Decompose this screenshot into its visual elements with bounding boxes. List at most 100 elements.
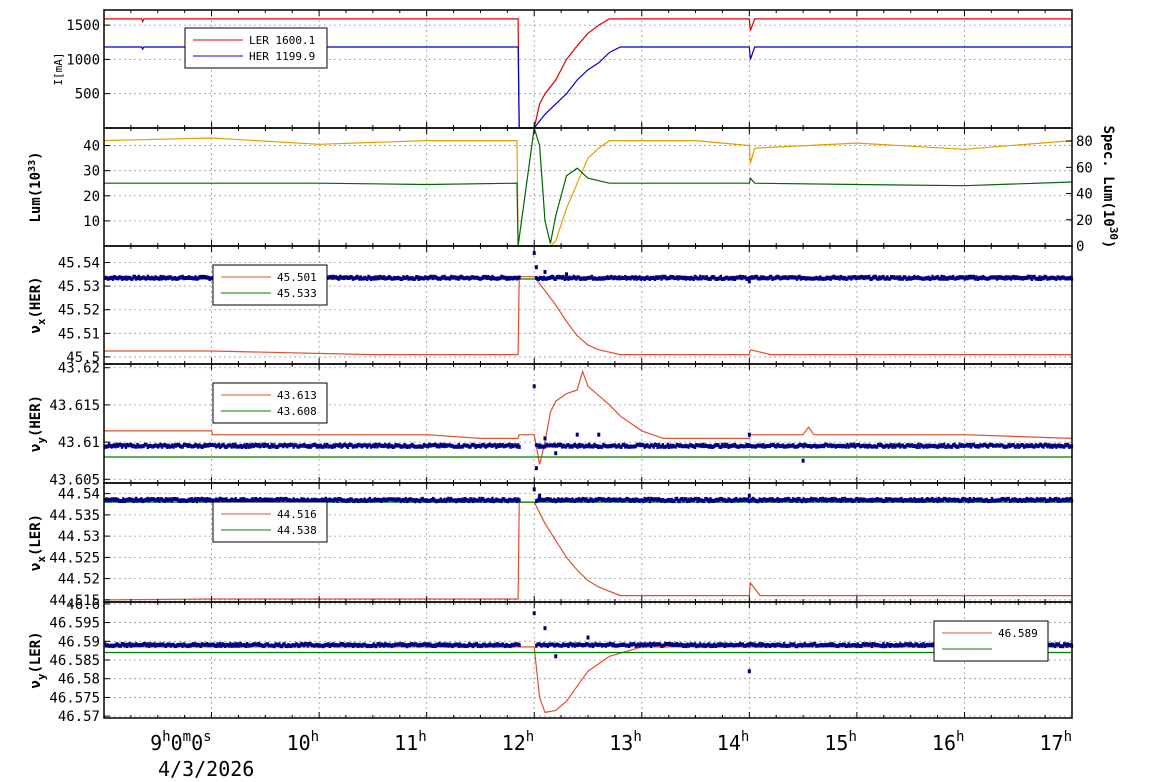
series-dots: [104, 611, 1074, 674]
panel-current: [104, 18, 1072, 129]
y-tick-label: 45.5: [66, 350, 100, 366]
y-tick-label: 45.53: [58, 279, 100, 295]
y-tick-label: 500: [75, 87, 100, 103]
data-point: [564, 272, 568, 277]
x-tick-label: 15h: [824, 729, 857, 755]
series-line: [103, 501, 1072, 601]
y-tick-label: 46.575: [49, 690, 100, 706]
x-tick-label: 16h: [932, 729, 965, 755]
y-tick-label: 43.615: [49, 398, 100, 414]
y-tick-label: 40: [83, 139, 100, 155]
data-point: [801, 458, 805, 463]
series-line: [104, 276, 1072, 356]
data-point: [597, 432, 601, 437]
y-axis-label: νx(LER): [28, 514, 48, 571]
y-tick-label: 44.52: [58, 572, 100, 588]
y-tick-label: 44.54: [58, 487, 100, 503]
y-tick-label: 46.595: [49, 616, 100, 632]
y-tick-label: 10: [83, 214, 100, 230]
legend-entry: 43.613: [277, 389, 317, 402]
right-y-tick-label: 20: [1076, 213, 1093, 229]
data-point: [532, 251, 536, 256]
series-line: [104, 646, 1072, 714]
y-tick-label: 1000: [66, 52, 100, 68]
right-y-tick-label: 60: [1076, 160, 1093, 176]
y-tick-label: 46.6: [66, 597, 100, 613]
panel-nuy-her: [104, 369, 1074, 471]
x-tick-label: 11h: [394, 729, 427, 755]
data-point: [532, 611, 536, 616]
x-tick-label: 9h0m0s: [150, 729, 211, 755]
legend-box: [212, 501, 328, 543]
series-line: [103, 137, 1073, 247]
legend-entry: 45.501: [277, 271, 317, 284]
legend: 43.613 43.608: [212, 382, 328, 424]
y-tick-label: 30: [83, 164, 100, 180]
y-axis-label: Lum(1033): [27, 151, 44, 222]
y-axis-label: I[mA]: [52, 52, 65, 85]
data-point: [532, 487, 536, 492]
legend-entry: LER 1600.1: [249, 34, 315, 47]
y-tick-label: 45.51: [58, 326, 100, 342]
data-point: [543, 626, 547, 631]
right-y-tick-label: 40: [1076, 187, 1093, 203]
y-tick-label: 1500: [66, 18, 100, 34]
data-point: [575, 432, 579, 437]
y-tick-label: 44.53: [58, 529, 100, 545]
x-tick-label: 14h: [717, 729, 750, 755]
legend-entry: 43.608: [277, 405, 317, 418]
data-point: [747, 669, 751, 674]
legend-entry: HER 1199.9: [249, 50, 315, 63]
data-point: [747, 493, 751, 498]
legend-box: [212, 382, 328, 424]
right-axis-label: Spec. Lum(1030): [1100, 126, 1120, 249]
legend-box: [212, 264, 328, 306]
series-dots: [104, 487, 1074, 504]
x-tick-label: 10h: [287, 729, 320, 755]
y-tick-label: 46.57: [58, 709, 100, 725]
data-point: [532, 384, 536, 389]
y-tick-label: 46.58: [58, 672, 100, 688]
x-axis-date: 4/3/2026: [158, 757, 254, 781]
y-tick-label: 45.52: [58, 303, 100, 319]
data-point: [747, 279, 751, 284]
series-dots: [104, 384, 1074, 471]
series-line: [104, 127, 1073, 247]
data-point: [747, 432, 751, 437]
data-point: [543, 436, 547, 441]
x-tick-label: 17h: [1039, 729, 1072, 755]
data-point: [534, 265, 538, 270]
data-point: [586, 635, 590, 640]
dots-band: [104, 496, 1074, 504]
data-point: [564, 498, 568, 502]
y-tick-label: 43.61: [58, 435, 100, 451]
right-y-tick-label: 80: [1076, 134, 1093, 150]
y-axis-label: νx(HER): [28, 276, 48, 333]
data-point: [554, 451, 558, 456]
y-tick-label: 43.605: [49, 472, 100, 488]
y-tick-label: 46.59: [58, 634, 100, 650]
legend-entry: 46.589: [998, 627, 1038, 640]
legend: 45.501 45.533: [212, 264, 328, 306]
y-axis-label: νy(LER): [28, 631, 48, 688]
y-axis-label: νy(HER): [28, 395, 48, 452]
y-tick-label: 44.515: [49, 593, 100, 609]
panel-nux-ler: [103, 487, 1074, 601]
y-tick-label: 45.54: [58, 256, 100, 272]
x-tick-label: 13h: [609, 729, 642, 755]
legend-box: [184, 27, 328, 69]
data-point: [538, 493, 542, 498]
legend: 44.516 44.538: [212, 501, 328, 543]
series-line: [104, 18, 1072, 129]
y-tick-label: 20: [83, 189, 100, 205]
y-tick-label: 43.62: [58, 361, 100, 377]
y-tick-label: 44.535: [49, 508, 100, 524]
series-line: [104, 369, 1073, 465]
x-tick-label: 12h: [502, 729, 535, 755]
legend-entry: 45.533: [277, 287, 317, 300]
data-point: [554, 654, 558, 659]
legend-box: [933, 620, 1049, 662]
legend: LER 1600.1 HER 1199.9: [184, 27, 328, 69]
dots-band: [104, 442, 1074, 449]
